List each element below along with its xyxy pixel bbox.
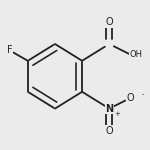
- Text: O: O: [126, 93, 134, 103]
- Text: F: F: [7, 45, 13, 56]
- Text: N: N: [105, 104, 113, 114]
- Text: OH: OH: [130, 50, 143, 59]
- Text: O: O: [105, 17, 113, 27]
- Text: +: +: [114, 111, 120, 117]
- Text: -: -: [142, 91, 144, 97]
- Text: O: O: [105, 126, 113, 136]
